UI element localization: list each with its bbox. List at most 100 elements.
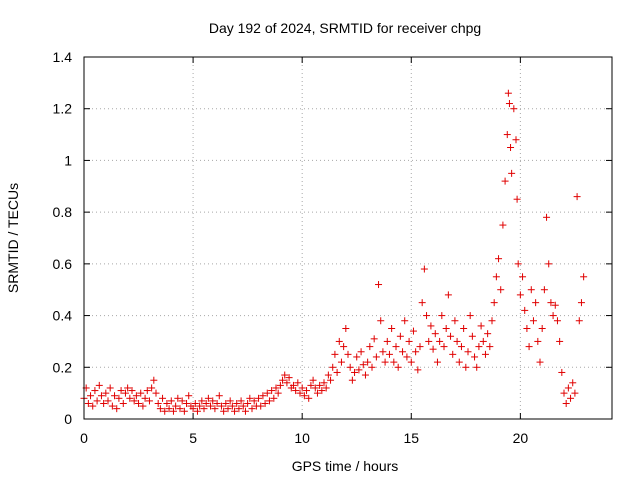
data-point — [423, 312, 431, 320]
data-point — [425, 337, 433, 345]
data-point — [353, 353, 361, 361]
data-point — [159, 394, 167, 402]
data-point — [427, 322, 435, 330]
data-point — [505, 100, 513, 108]
data-point — [255, 394, 263, 402]
data-point — [466, 312, 474, 320]
data-point — [272, 384, 280, 392]
data-point — [534, 337, 542, 345]
data-point — [440, 343, 448, 351]
data-point — [178, 397, 186, 405]
data-point — [348, 376, 356, 384]
data-point — [409, 327, 417, 335]
data-point — [337, 358, 345, 366]
data-point — [139, 402, 147, 410]
data-point — [495, 255, 503, 263]
data-point — [504, 89, 512, 97]
data-point — [97, 392, 105, 400]
data-point — [519, 273, 527, 281]
data-point — [198, 397, 206, 405]
data-point — [381, 358, 389, 366]
data-point — [180, 407, 188, 415]
data-point — [174, 394, 182, 402]
data-point — [104, 397, 112, 405]
data-point — [102, 389, 110, 397]
data-point — [355, 366, 363, 374]
data-point — [464, 348, 472, 356]
data-point — [514, 260, 522, 268]
data-point — [536, 358, 544, 366]
data-point — [228, 402, 236, 410]
data-point — [217, 402, 225, 410]
data-point — [211, 405, 219, 413]
data-point — [545, 260, 553, 268]
data-point — [137, 389, 145, 397]
data-point — [292, 387, 300, 395]
data-point — [135, 399, 143, 407]
data-point — [117, 387, 125, 395]
y-tick-label: 1 — [64, 152, 72, 168]
ticks-layer: 0 5 10 15 20 0 0.2 0.4 0.6 0.8 1 1.2 1.4 — [53, 49, 612, 446]
data-point — [204, 394, 212, 402]
data-point — [471, 353, 479, 361]
data-point — [449, 350, 457, 358]
data-point — [202, 399, 210, 407]
data-point — [270, 394, 278, 402]
data-point — [468, 332, 476, 340]
data-point — [220, 407, 228, 415]
data-point — [215, 392, 223, 400]
data-point — [124, 384, 132, 392]
data-point — [316, 381, 324, 389]
data-point — [163, 399, 171, 407]
data-point — [556, 337, 564, 345]
data-point — [549, 312, 557, 320]
data-point — [246, 394, 254, 402]
data-point — [268, 387, 276, 395]
data-point — [294, 379, 302, 387]
y-tick-label: 0.4 — [53, 308, 73, 324]
data-point — [523, 325, 531, 332]
data-point — [392, 343, 400, 351]
data-point — [200, 405, 208, 413]
y-tick-label: 0.8 — [53, 204, 73, 220]
data-point — [209, 397, 217, 405]
data-point — [488, 317, 496, 325]
data-point — [207, 402, 215, 410]
data-point — [385, 350, 393, 358]
data-point — [289, 381, 297, 389]
data-point — [527, 286, 535, 294]
data-point — [169, 407, 177, 415]
data-point — [567, 394, 575, 402]
data-point — [399, 348, 407, 356]
data-point — [368, 363, 376, 371]
data-point — [307, 381, 315, 389]
data-point — [455, 358, 463, 366]
data-point — [390, 358, 398, 366]
data-point — [499, 221, 507, 229]
data-point — [372, 353, 380, 361]
data-point — [279, 376, 287, 384]
data-point — [154, 399, 162, 407]
data-point — [335, 337, 343, 345]
data-point — [442, 325, 450, 332]
data-point — [121, 389, 129, 397]
data-point — [507, 144, 515, 151]
data-point — [257, 402, 265, 410]
data-point — [226, 397, 234, 405]
data-point — [577, 299, 585, 307]
data-point — [276, 381, 284, 389]
data-point — [148, 384, 156, 392]
data-point — [231, 407, 239, 415]
data-point — [477, 322, 485, 330]
data-point — [447, 332, 455, 340]
data-point — [128, 387, 136, 395]
data-point — [191, 399, 199, 407]
data-point — [547, 299, 555, 307]
data-point — [222, 399, 230, 407]
data-point — [460, 325, 468, 332]
data-point — [484, 330, 492, 338]
data-point — [564, 384, 572, 392]
data-point — [161, 407, 169, 415]
data-point — [233, 399, 241, 407]
x-tick-label: 15 — [403, 430, 419, 446]
